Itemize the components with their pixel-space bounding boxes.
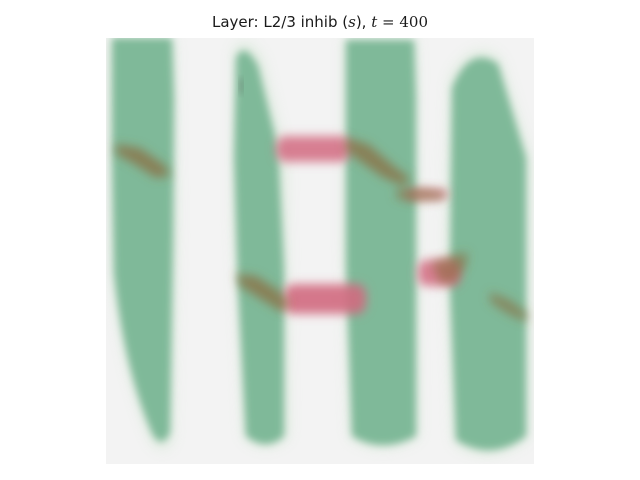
activity-map-svg bbox=[106, 38, 534, 464]
title-eq: = bbox=[377, 13, 400, 31]
brown-streak-4 bbox=[236, 274, 290, 312]
brown-streak-3 bbox=[396, 188, 446, 202]
plot-title: Layer: L2/3 inhib (s), t = 400 bbox=[0, 13, 640, 31]
title-time-var: t bbox=[371, 13, 378, 31]
stripe-4 bbox=[450, 57, 526, 451]
title-time-value: 400 bbox=[399, 13, 428, 31]
brown-streaks bbox=[116, 138, 528, 322]
brown-streak-6 bbox=[490, 292, 528, 322]
brown-streak-1 bbox=[116, 144, 170, 178]
stripe-1 bbox=[112, 38, 174, 442]
brown-streak-2 bbox=[346, 138, 410, 186]
brown-streak-5 bbox=[432, 252, 468, 284]
red-patch-1 bbox=[276, 136, 350, 162]
title-var: s bbox=[348, 13, 356, 31]
dark-speck bbox=[239, 78, 243, 94]
green-stripes bbox=[112, 38, 526, 451]
stripe-3 bbox=[346, 40, 416, 445]
activity-map bbox=[106, 38, 534, 464]
stripe-2 bbox=[234, 50, 284, 445]
red-patch-2 bbox=[284, 284, 366, 314]
title-prefix: Layer: L2/3 inhib ( bbox=[211, 13, 349, 31]
title-mid: ), bbox=[355, 13, 372, 31]
